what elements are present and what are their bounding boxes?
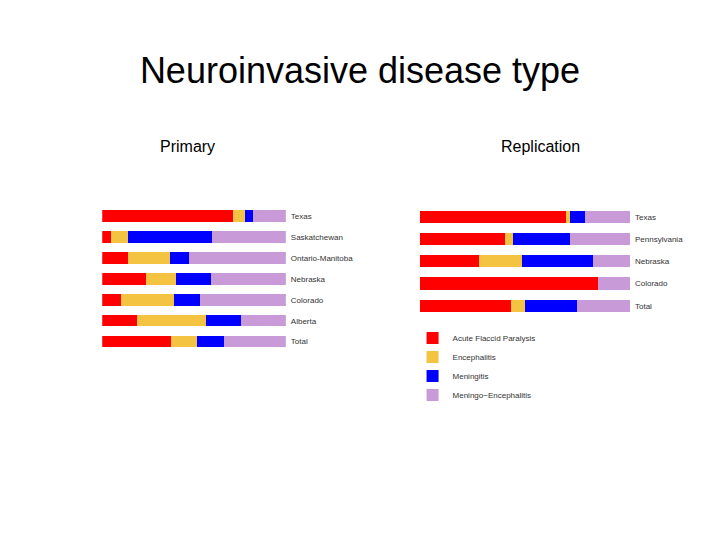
svg-text:Neuroinvasive disease type: Neuroinvasive disease type — [140, 50, 580, 91]
svg-text:Total: Total — [635, 302, 652, 311]
svg-text:Primary: Primary — [160, 138, 215, 155]
svg-text:Acute Flaccid Paralysis: Acute Flaccid Paralysis — [453, 334, 536, 343]
svg-text:Total: Total — [291, 337, 308, 346]
svg-text:Saskatchewan: Saskatchewan — [291, 233, 343, 242]
svg-text:Alberta: Alberta — [291, 317, 317, 326]
svg-text:Nebraska: Nebraska — [291, 275, 326, 284]
svg-text:Texas: Texas — [635, 213, 656, 222]
svg-text:Nebraska: Nebraska — [635, 257, 670, 266]
svg-text:Texas: Texas — [291, 212, 312, 221]
svg-text:Meningitis: Meningitis — [453, 372, 489, 381]
svg-text:Replication: Replication — [501, 138, 580, 155]
svg-text:Colorado: Colorado — [635, 279, 668, 288]
svg-text:Encephalitis: Encephalitis — [453, 353, 496, 362]
svg-text:Ontario-Manitoba: Ontario-Manitoba — [291, 254, 353, 263]
svg-text:Meningo−Encephalitis: Meningo−Encephalitis — [453, 391, 532, 400]
svg-text:Pennsylvania: Pennsylvania — [635, 235, 683, 244]
svg-text:Colorado: Colorado — [291, 296, 324, 305]
